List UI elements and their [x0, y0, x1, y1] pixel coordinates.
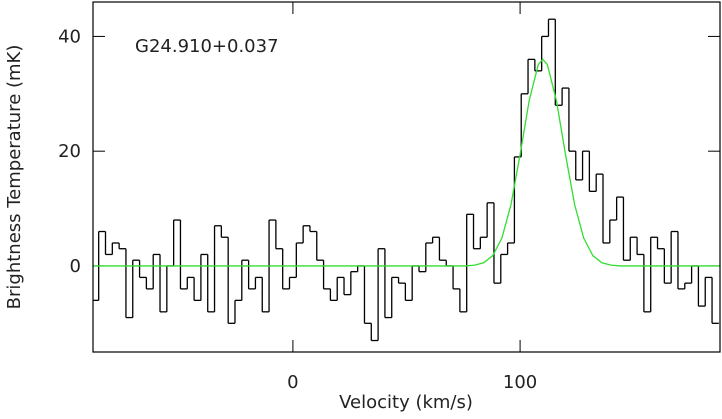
y-axis-label: Brightness Temperature (mK) [4, 45, 25, 310]
x-tick-label: 100 [503, 372, 537, 393]
x-tick-label: 0 [287, 372, 298, 393]
fit-curve [93, 58, 720, 267]
y-tick-label: 0 [70, 256, 81, 277]
annotation: G24.910+0.037 [135, 36, 279, 57]
y-tick-label: 20 [58, 141, 81, 162]
plot-frame [92, 1, 721, 353]
y-tick-label: 40 [58, 26, 81, 47]
x-axis-label: Velocity (km/s) [339, 392, 473, 413]
